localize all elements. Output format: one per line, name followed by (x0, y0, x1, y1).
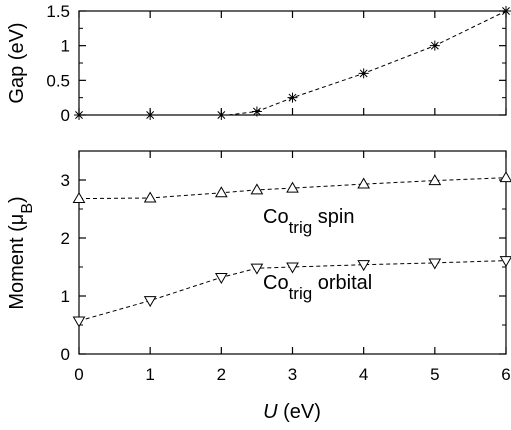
gap-y-tick-label: 1.5 (46, 2, 70, 21)
moment-series-1-point (250, 263, 264, 275)
gap-series-0-point (251, 106, 262, 117)
gap-y-axis-label: Gap (eV) (6, 22, 28, 103)
moment-y-tick-label: 2 (61, 229, 70, 248)
annotation-spin-sub: trig (289, 218, 313, 237)
moment-series-0-point (214, 186, 228, 198)
gap-series-0-point (358, 68, 369, 79)
moment-series-0-point (72, 192, 86, 204)
moment-series-1-point (286, 262, 299, 274)
annotation-co-trig-spin: Cotrig spin (263, 206, 354, 237)
gap-series-0-point (74, 110, 84, 120)
annotation-orbital-rest: orbital (312, 272, 372, 294)
x-axis-label-variable: U (263, 401, 278, 423)
annotation-orbital-main: Co (263, 272, 289, 294)
moment-x-tick-label: 3 (288, 365, 297, 384)
moment-series-0-point (428, 174, 442, 186)
annotation-spin-main: Co (263, 206, 289, 228)
gap-data-marks (74, 6, 511, 120)
moment-series-1-point (214, 272, 228, 284)
gap-series-0-point (501, 6, 511, 16)
moment-series-1-line (78, 260, 507, 322)
moment-x-tick-label: 5 (430, 365, 439, 384)
moment-y-label-sub: B (19, 203, 36, 214)
annotation-orbital-sub: trig (289, 284, 313, 303)
moment-axis-ticks: 0 1 2 3 4 5 6 0 1 2 3 (61, 151, 511, 384)
moment-series-0-point (250, 183, 264, 195)
moment-plot-frame (78, 150, 507, 355)
x-axis-label-unit: (eV) (278, 401, 321, 423)
gap-series-0-point (429, 40, 440, 51)
x-axis-label: U (eV) (263, 401, 321, 423)
moment-series-1-point (72, 316, 86, 328)
moment-series-1-point (428, 258, 442, 270)
annotation-co-trig-orbital: Cotrig orbital (263, 272, 372, 303)
moment-series-0-point (143, 191, 157, 203)
gap-y-tick-label: 0 (61, 106, 70, 125)
gap-y-tick-label: 0.5 (46, 71, 70, 90)
moment-x-tick-label: 0 (74, 365, 83, 384)
gap-y-tick-label: 1 (61, 37, 70, 56)
moment-series-0-point (286, 181, 299, 193)
gap-series-0-line (228, 10, 507, 116)
moment-x-tick-label: 6 (501, 365, 510, 384)
moment-y-axis-label: Moment (μB) (6, 196, 36, 309)
moment-y-tick-label: 0 (61, 345, 70, 364)
moment-data-marks (72, 171, 511, 328)
gap-series-0-point (287, 92, 298, 103)
moment-series-1-point (499, 256, 511, 268)
moment-x-tick-label: 2 (217, 365, 226, 384)
gap-axis-ticks: 0 0.5 1 1.5 (46, 2, 507, 125)
moment-series-0-point (357, 177, 371, 189)
moment-series-0-line (78, 177, 507, 200)
moment-x-tick-label: 4 (359, 365, 368, 384)
moment-x-tick-label: 1 (145, 365, 154, 384)
gap-series-0-point (145, 110, 156, 120)
moment-y-label-end: ) (6, 196, 28, 203)
moment-series-0-point (499, 171, 511, 183)
gap-panel: 0 0.5 1 1.5 Gap (eV) (6, 2, 511, 125)
gap-series-0-point (216, 110, 227, 120)
moment-y-tick-label: 1 (61, 287, 70, 306)
moment-y-label-main: Moment (μ (6, 214, 28, 310)
moment-series-1-point (357, 260, 371, 272)
moment-series-1-point (143, 296, 157, 308)
moment-y-tick-label: 3 (61, 171, 70, 190)
annotation-spin-rest: spin (312, 206, 354, 228)
